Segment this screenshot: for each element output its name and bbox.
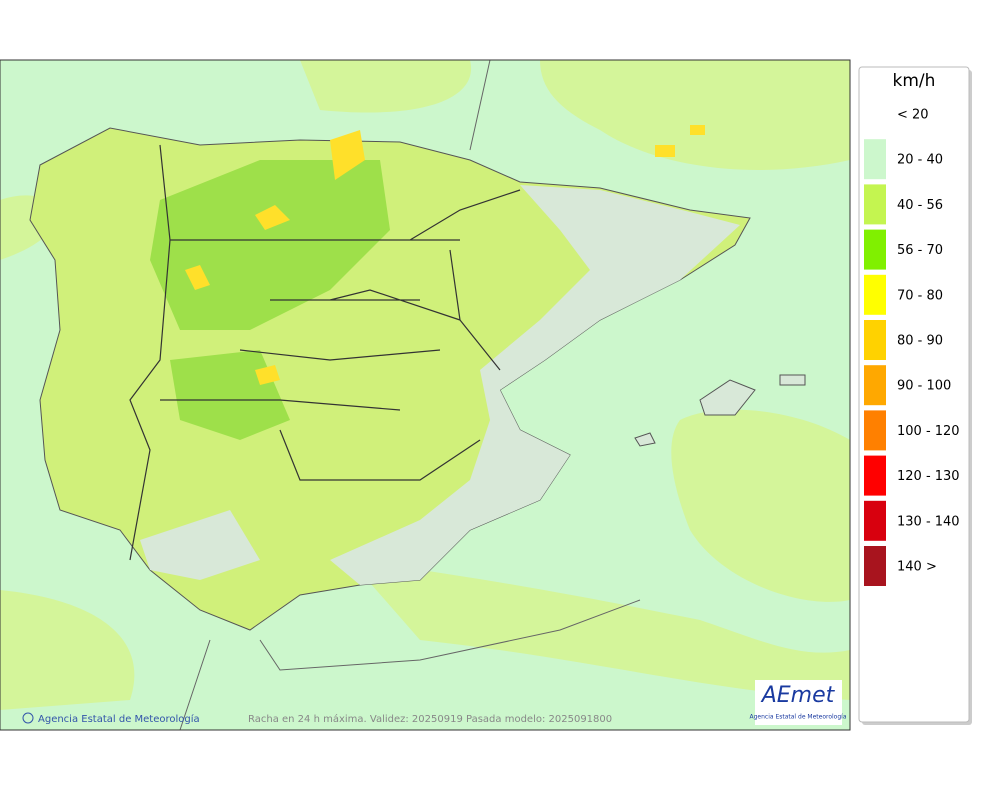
low-gust-zone: [140, 185, 740, 585]
legend-swatch: [864, 229, 886, 270]
legend-swatch: [864, 546, 886, 586]
legend-label: 70 - 80: [897, 288, 943, 303]
legend-swatch: [864, 500, 886, 541]
legend-swatch: [864, 184, 886, 225]
legend-label: 40 - 56: [897, 198, 943, 213]
legend-swatch: [864, 365, 886, 406]
legend-box: [858, 66, 970, 723]
copyright-icon: [22, 712, 34, 724]
legend-label: 130 - 140: [897, 514, 960, 529]
legend-swatch: [864, 94, 886, 134]
caption: Racha en 24 h máxima. Validez: 20250919 …: [248, 713, 612, 725]
islands: [634, 374, 806, 447]
legend-label: 140 >: [897, 560, 937, 575]
map: [0, 59, 851, 731]
legend-label: 100 - 120: [897, 424, 960, 439]
legend-label: 20 - 40: [897, 153, 943, 168]
map-frame: [0, 59, 851, 731]
legend-swatch: [864, 274, 886, 315]
legend-swatch: [864, 320, 886, 360]
sea-gust-zone: [0, 60, 850, 710]
region-borders: [129, 144, 521, 561]
legend-label: < 20: [897, 108, 929, 123]
legend-label: 56 - 70: [897, 243, 943, 258]
legend-items: < 20 20 - 40 40 - 56 56 - 70 70 - 80 80 - 90 9…: [864, 94, 960, 586]
credit: Agencia Estatal de Meteorología: [38, 713, 200, 725]
coastlines: [179, 59, 641, 731]
logo-box: [755, 680, 842, 725]
logo-subtitle: Agencia Estatal de Meteorología: [750, 714, 847, 721]
legend-label: 80 - 90: [897, 334, 943, 349]
logo-text: AEmet: [760, 683, 836, 708]
legend-swatch: [864, 139, 886, 180]
legend-label: 90 - 100: [897, 379, 951, 394]
legend-swatch: [864, 410, 886, 451]
legend-title: km/h: [893, 71, 936, 91]
legend-swatch: [864, 455, 886, 496]
legend-label: 120 - 130: [897, 469, 960, 484]
